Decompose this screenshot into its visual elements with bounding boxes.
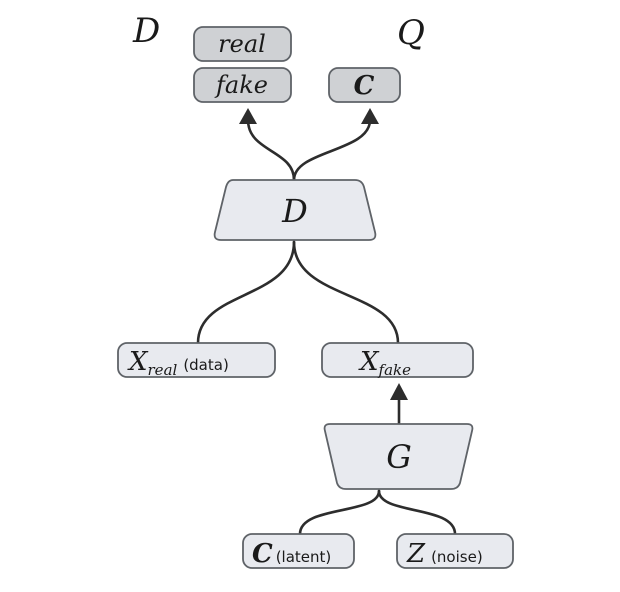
z-noise-box: Z (noise) [396, 533, 514, 569]
discriminator-block: D [213, 179, 377, 241]
generator-block: G [323, 423, 474, 490]
arrowhead-up-icon [361, 108, 379, 124]
x-real-input-box: Xreal (data) [117, 342, 276, 379]
discriminator-label: D [281, 192, 308, 230]
wire-z-to-g [377, 489, 457, 536]
arrowhead-up-icon [390, 383, 408, 400]
output-real-label: real [218, 30, 266, 58]
wire-xreal-to-d [196, 240, 296, 345]
z-noise-label: Z (noise) [406, 539, 483, 569]
x-real-label: Xreal (data) [127, 347, 229, 379]
c-latent-label: C (latent) [252, 539, 331, 569]
generator-label: G [386, 438, 412, 476]
wire-xfake-to-d [292, 240, 400, 345]
wire-d-to-c [292, 118, 372, 182]
wire-d-to-real-fake [246, 118, 296, 182]
output-c-label: C [354, 71, 375, 101]
c-latent-box: C (latent) [242, 533, 355, 569]
wire-c-to-g [298, 489, 381, 536]
output-c-box: C [328, 67, 401, 103]
d-head-label: D [132, 11, 160, 51]
arrowhead-up-icon [239, 108, 257, 124]
output-fake-label: fake [214, 71, 268, 99]
output-real-box: real [193, 26, 292, 62]
x-fake-label: Xfake [358, 347, 411, 379]
x-fake-box: Xfake [321, 342, 474, 379]
q-head-label: Q [397, 13, 425, 53]
output-fake-box: fake [193, 67, 292, 103]
